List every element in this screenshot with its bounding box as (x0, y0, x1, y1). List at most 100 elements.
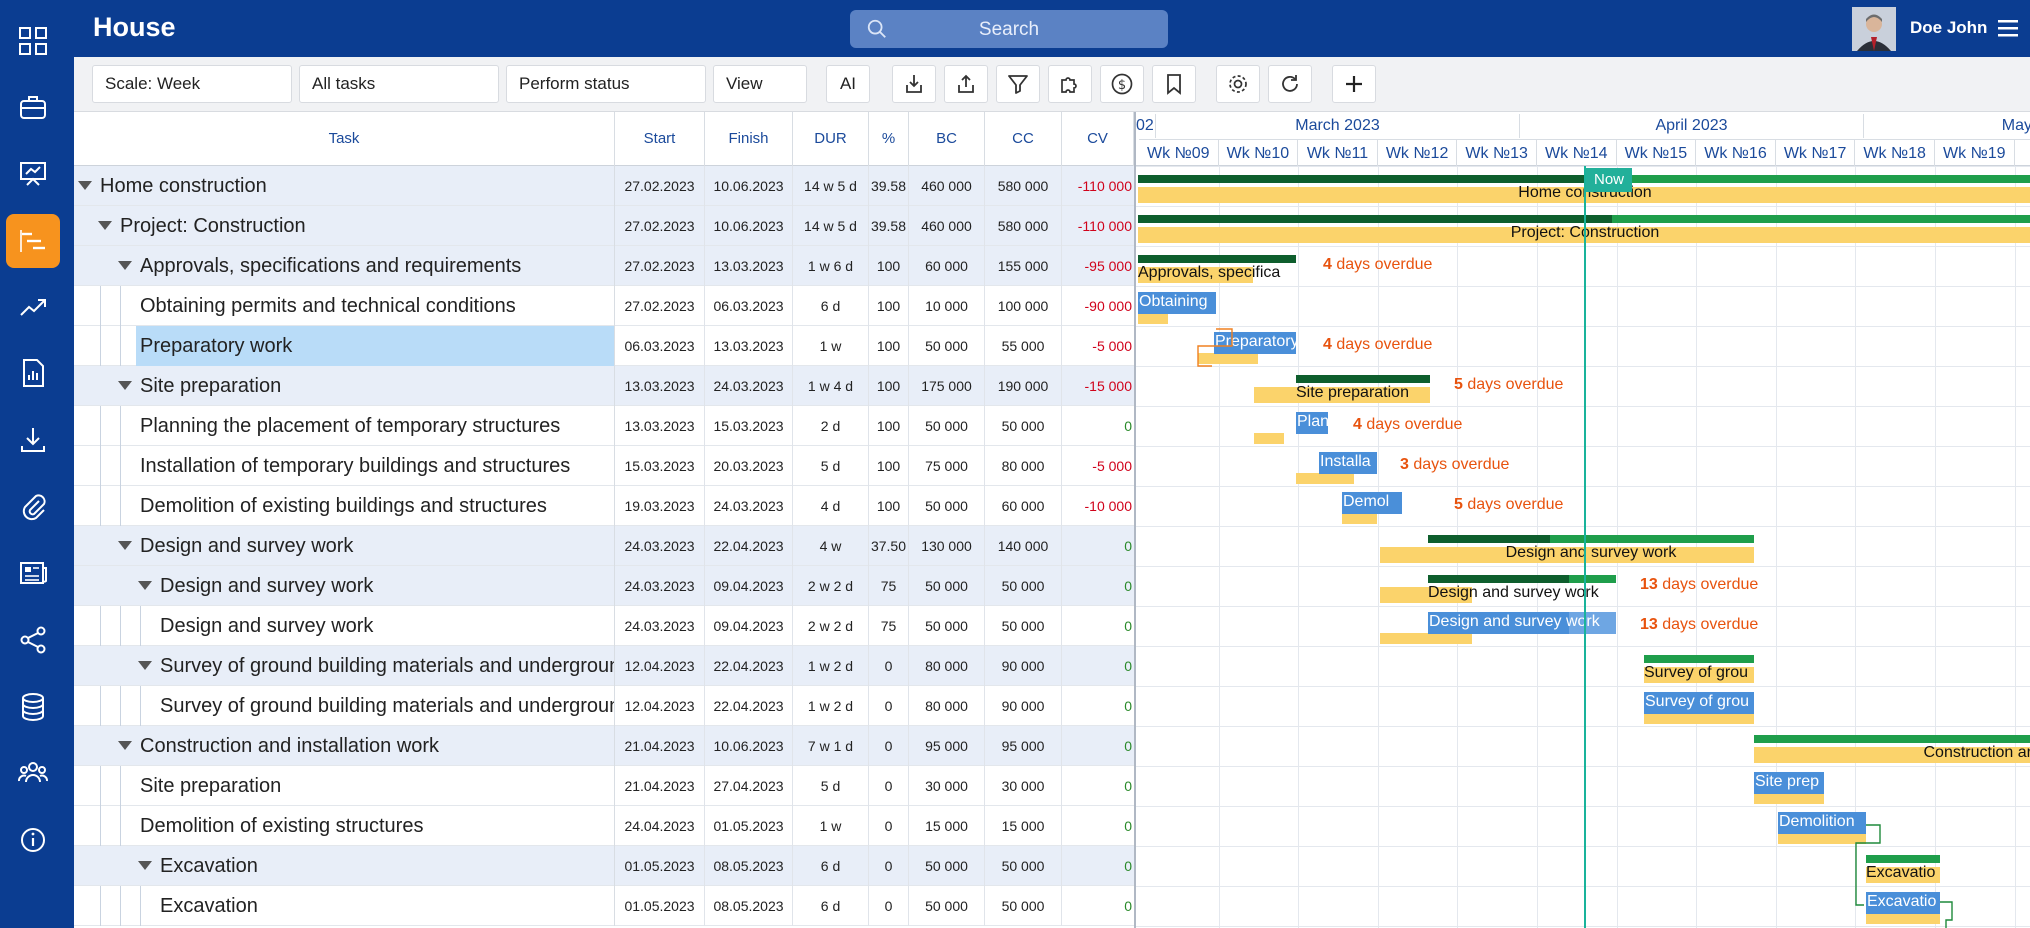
pct-cell[interactable]: 100 (869, 286, 909, 326)
table-row[interactable]: Site preparation 13.03.2023 24.03.2023 1 w … (74, 366, 1134, 406)
table-row[interactable]: Project: Construction 27.02.2023 10.06.202… (74, 206, 1134, 246)
dur-cell[interactable]: 5 d (793, 446, 869, 486)
collapse-toggle-icon[interactable] (138, 661, 152, 670)
pct-cell[interactable]: 0 (869, 846, 909, 886)
task-name-cell[interactable]: Construction and installation work (74, 726, 615, 766)
table-row[interactable]: Approvals, specifications and requiremen… (74, 246, 1134, 286)
bc-cell[interactable]: 15 000 (909, 806, 985, 846)
bc-cell[interactable]: 460 000 (909, 166, 985, 206)
cc-cell[interactable]: 30 000 (985, 766, 1062, 806)
table-row[interactable]: Design and survey work 24.03.2023 09.04.20… (74, 606, 1134, 646)
table-row[interactable]: Obtaining permits and technical conditio… (74, 286, 1134, 326)
start-cell[interactable]: 12.04.2023 (615, 646, 705, 686)
cc-cell[interactable]: 100 000 (985, 286, 1062, 326)
cv-cell[interactable]: -15 000 (1084, 378, 1132, 394)
cc-cell[interactable]: 155 000 (985, 246, 1062, 286)
bc-cell[interactable]: 75 000 (909, 446, 985, 486)
start-cell[interactable]: 13.03.2023 (615, 406, 705, 446)
start-cell[interactable]: 24.04.2023 (615, 806, 705, 846)
cv-cell[interactable]: -110 000 (1077, 218, 1132, 234)
table-row[interactable]: Installation of temporary buildings and … (74, 446, 1134, 486)
pct-cell[interactable]: 39.58 (869, 206, 909, 246)
task-bar[interactable] (1644, 692, 1754, 714)
task-bar[interactable] (1138, 292, 1216, 314)
collapse-toggle-icon[interactable] (118, 261, 132, 270)
hamburger-menu-icon[interactable] (1996, 17, 2020, 39)
pct-cell[interactable]: 100 (869, 486, 909, 526)
start-cell[interactable]: 13.03.2023 (615, 366, 705, 406)
refresh-button[interactable] (1268, 65, 1312, 103)
start-cell[interactable]: 01.05.2023 (615, 886, 705, 926)
task-name-cell[interactable]: Survey of ground building materials and … (74, 686, 615, 726)
nav-briefcase-button[interactable] (6, 80, 60, 134)
dur-cell[interactable]: 1 w (793, 326, 869, 366)
cc-cell[interactable]: 580 000 (985, 166, 1062, 206)
table-row[interactable]: Home construction 27.02.2023 10.06.2023 14 … (74, 166, 1134, 206)
cv-cell[interactable]: -5 000 (1092, 458, 1132, 474)
bookmark-button[interactable] (1152, 65, 1196, 103)
collapse-toggle-icon[interactable] (118, 741, 132, 750)
dur-cell[interactable]: 2 w 2 d (793, 606, 869, 646)
bc-cell[interactable]: 50 000 (909, 486, 985, 526)
start-cell[interactable]: 24.03.2023 (615, 606, 705, 646)
scale-select[interactable]: Scale: Week (92, 65, 292, 103)
dur-cell[interactable]: 1 w 2 d (793, 686, 869, 726)
task-name-cell[interactable]: Demolition of existing buildings and str… (74, 486, 615, 526)
plugins-button[interactable] (1048, 65, 1092, 103)
dur-cell[interactable]: 14 w 5 d (793, 206, 869, 246)
task-name-cell[interactable]: Excavation (74, 886, 615, 926)
task-name-cell[interactable]: Design and survey work (74, 606, 615, 646)
dur-cell[interactable]: 1 w 2 d (793, 646, 869, 686)
task-bar[interactable] (1778, 812, 1866, 834)
table-row[interactable]: Planning the placement of temporary stru… (74, 406, 1134, 446)
finish-cell[interactable]: 22.04.2023 (705, 686, 793, 726)
col-header-task[interactable]: Task (74, 112, 615, 166)
task-bar[interactable] (1866, 892, 1940, 914)
start-cell[interactable]: 15.03.2023 (615, 446, 705, 486)
finish-cell[interactable]: 15.03.2023 (705, 406, 793, 446)
collapse-toggle-icon[interactable] (78, 181, 92, 190)
cc-cell[interactable]: 95 000 (985, 726, 1062, 766)
pct-cell[interactable]: 100 (869, 326, 909, 366)
dur-cell[interactable]: 2 d (793, 406, 869, 446)
pct-cell[interactable]: 37.50 (869, 526, 909, 566)
bc-cell[interactable]: 80 000 (909, 646, 985, 686)
bc-cell[interactable]: 80 000 (909, 686, 985, 726)
finish-cell[interactable]: 08.05.2023 (705, 846, 793, 886)
finish-cell[interactable]: 24.03.2023 (705, 366, 793, 406)
task-name-cell[interactable]: Site preparation (74, 766, 615, 806)
bc-cell[interactable]: 175 000 (909, 366, 985, 406)
finish-cell[interactable]: 09.04.2023 (705, 606, 793, 646)
bc-cell[interactable]: 50 000 (909, 326, 985, 366)
start-cell[interactable]: 06.03.2023 (615, 326, 705, 366)
cc-cell[interactable]: 90 000 (985, 646, 1062, 686)
finish-cell[interactable]: 24.03.2023 (705, 486, 793, 526)
import-button[interactable] (892, 65, 936, 103)
table-row[interactable]: Survey of ground building materials and … (74, 686, 1134, 726)
start-cell[interactable]: 12.04.2023 (615, 686, 705, 726)
cv-cell[interactable]: 0 (1124, 578, 1132, 594)
cv-cell[interactable]: 0 (1124, 738, 1132, 754)
bc-cell[interactable]: 95 000 (909, 726, 985, 766)
task-name-cell[interactable]: Home construction (74, 166, 615, 206)
bc-cell[interactable]: 50 000 (909, 566, 985, 606)
collapse-toggle-icon[interactable] (118, 541, 132, 550)
summary-bar[interactable] (1428, 535, 1754, 543)
nav-team-button[interactable] (6, 746, 60, 800)
task-name-cell[interactable]: Obtaining permits and technical conditio… (74, 286, 615, 326)
nav-trend-button[interactable] (6, 280, 60, 334)
cv-cell[interactable]: 0 (1124, 778, 1132, 794)
task-name-cell[interactable]: Site preparation (74, 366, 615, 406)
dur-cell[interactable]: 7 w 1 d (793, 726, 869, 766)
cost-button[interactable]: $ (1100, 65, 1144, 103)
pct-cell[interactable]: 75 (869, 566, 909, 606)
cc-cell[interactable]: 580 000 (985, 206, 1062, 246)
nav-info-button[interactable] (6, 813, 60, 867)
nav-share-button[interactable] (6, 613, 60, 667)
start-cell[interactable]: 19.03.2023 (615, 486, 705, 526)
collapse-toggle-icon[interactable] (98, 221, 112, 230)
settings-button[interactable] (1216, 65, 1260, 103)
cv-cell[interactable]: 0 (1124, 418, 1132, 434)
start-cell[interactable]: 24.03.2023 (615, 526, 705, 566)
